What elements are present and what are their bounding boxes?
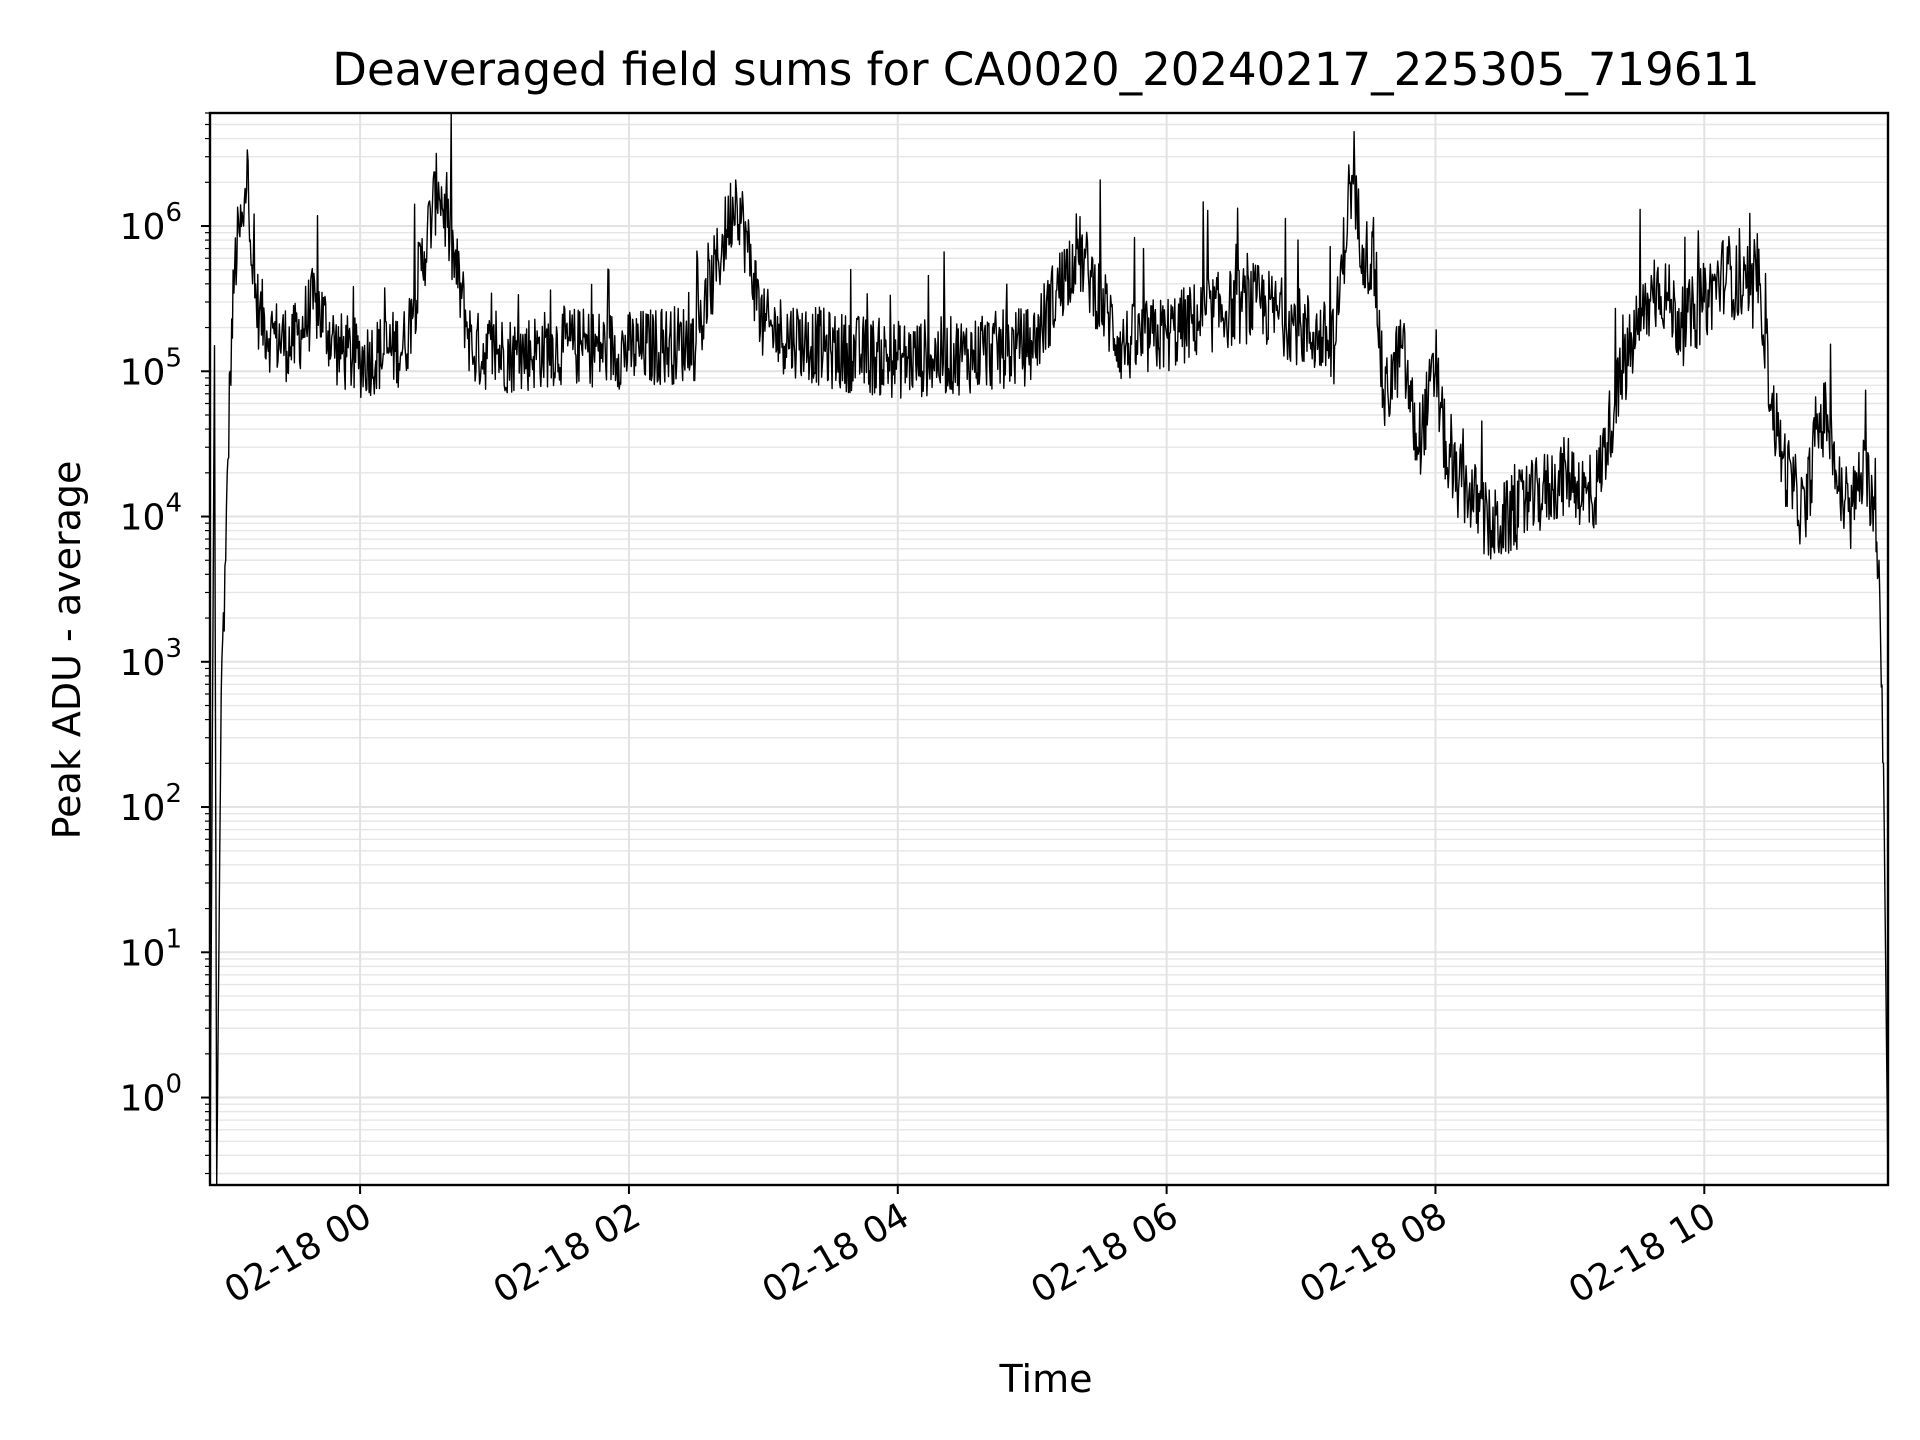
x-tick-label: 02-18 10 (1562, 1195, 1723, 1311)
y-tick-label: 101 (120, 924, 182, 974)
grid-lines (210, 112, 1888, 1185)
x-axis-label: Time (999, 1357, 1093, 1401)
y-tick-label: 102 (120, 779, 182, 829)
y-tick-label: 105 (120, 343, 182, 393)
plot-frame (208, 111, 1890, 1187)
x-tick-label: 02-18 06 (1024, 1195, 1185, 1311)
chart-title: Deaveraged field sums for CA0020_2024021… (332, 43, 1759, 96)
y-tick-label: 106 (120, 198, 182, 248)
x-axis: 02-18 00 02-18 02 02-18 04 02-18 06 02-18 08… (218, 1185, 1723, 1312)
y-tick-label: 100 (120, 1070, 182, 1120)
x-tick-label: 02-18 04 (756, 1195, 917, 1311)
x-tick-label: 02-18 02 (487, 1195, 648, 1311)
x-tick-label: 02-18 08 (1293, 1195, 1454, 1311)
y-axis-label: Peak ADU - average (45, 461, 89, 840)
y-axis: 100 101 102 103 104 105 106 (120, 112, 210, 1175)
series-line (209, 112, 1889, 1186)
x-tick-label: 02-18 00 (218, 1195, 379, 1311)
y-tick-label: 104 (120, 489, 182, 539)
y-tick-label: 103 (120, 634, 182, 684)
